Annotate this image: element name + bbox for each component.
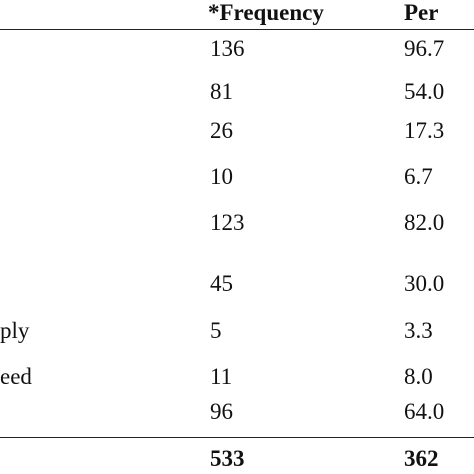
row-percent: 6.7 [404, 164, 433, 189]
total-percent: 362 [404, 446, 439, 471]
row-frequency: 81 [210, 79, 233, 104]
row-percent: 64.0 [404, 399, 445, 424]
row-frequency: 123 [210, 210, 245, 235]
row-label: ply [0, 318, 30, 343]
row-percent: 3.3 [404, 318, 433, 343]
header-frequency: *Frequency [208, 0, 324, 25]
row-frequency: 11 [210, 364, 233, 389]
row-frequency: 10 [210, 164, 233, 189]
row-frequency: 136 [210, 36, 245, 61]
row-label: eed [0, 364, 32, 389]
row-percent: 82.0 [404, 210, 445, 235]
row-percent: 8.0 [404, 364, 433, 389]
row-frequency: 5 [210, 318, 222, 343]
row-percent: 17.3 [404, 118, 445, 143]
header-rule [0, 29, 474, 30]
row-frequency: 45 [210, 271, 233, 296]
row-frequency: 96 [210, 399, 233, 424]
header-percent: Per [404, 0, 439, 25]
row-percent: 30.0 [404, 271, 445, 296]
total-frequency: 533 [210, 446, 245, 471]
row-percent: 96.7 [404, 36, 445, 61]
row-frequency: 26 [210, 118, 233, 143]
total-rule [0, 437, 474, 438]
row-percent: 54.0 [404, 79, 445, 104]
